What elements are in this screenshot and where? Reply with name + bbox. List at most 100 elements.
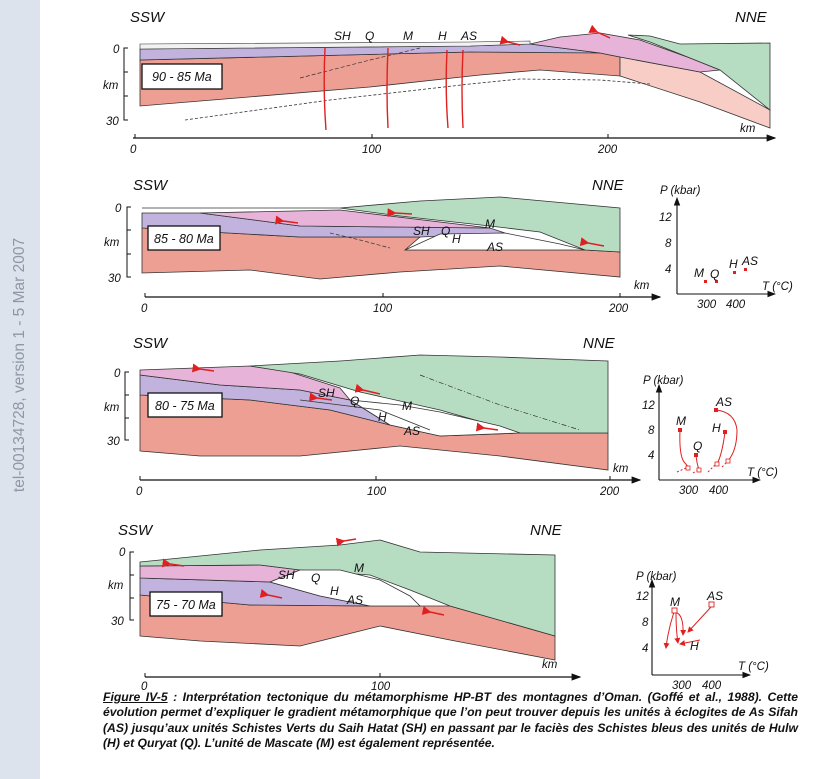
y-tick: 8 <box>642 617 649 629</box>
x-tick: 400 <box>709 485 729 497</box>
axis-unit: km <box>634 280 650 292</box>
y-tick: 8 <box>665 238 672 250</box>
depth-top: 0 <box>115 203 122 215</box>
x-tick: 300 <box>672 680 692 690</box>
unit-label: SH <box>413 224 430 238</box>
direction-ssw: SSW <box>118 522 154 539</box>
unit-label: M <box>676 414 686 428</box>
axis-tick: 100 <box>373 303 393 315</box>
depth-unit: km <box>104 402 120 414</box>
y-tick: 12 <box>636 591 649 603</box>
depth-bottom: 30 <box>111 616 124 628</box>
axis-unit: km <box>740 123 756 135</box>
axis-tick: 200 <box>597 144 618 156</box>
unit-label: H <box>690 639 699 653</box>
age-label: 85 - 80 Ma <box>154 232 214 246</box>
y-axis-label: P (kbar) <box>643 375 684 387</box>
unit-label: Q <box>311 571 320 585</box>
y-tick: 4 <box>648 450 654 462</box>
y-tick: 12 <box>659 212 672 224</box>
figure-caption: Figure IV-5 : Interprétation tectonique … <box>103 690 798 751</box>
unit-label: SH <box>278 568 295 582</box>
unit-label: M <box>354 561 364 575</box>
axis-tick: 200 <box>608 303 629 315</box>
axis-tick: 100 <box>367 486 387 498</box>
pt-plot-2: P (kbar) 12 8 4 300 400 T (°C) M Q H AS <box>642 375 778 497</box>
depth-unit: km <box>103 80 119 92</box>
unit-label: AS <box>486 240 503 254</box>
figure-label: Figure IV-5 <box>103 690 168 704</box>
y-tick: 12 <box>642 400 655 412</box>
axis-tick: 0 <box>130 144 137 156</box>
y-tick: 4 <box>665 264 671 276</box>
direction-nne: NNE <box>530 522 563 539</box>
unit-label: AS <box>460 29 477 43</box>
unit-label: M <box>694 266 704 280</box>
x-tick: 400 <box>726 299 746 311</box>
age-label: 90 - 85 Ma <box>152 70 212 84</box>
unit-label: SH <box>318 386 335 400</box>
x-axis-label: T (°C) <box>738 661 769 673</box>
age-label: 80 - 75 Ma <box>155 399 215 413</box>
direction-ssw: SSW <box>133 177 169 194</box>
depth-bottom: 30 <box>107 436 120 448</box>
axis-tick: 0 <box>141 303 148 315</box>
section-panel-3: SSW NNE SH Q M H AS 80 - 75 Ma 0 km 30 0… <box>104 335 642 498</box>
axis-tick: 100 <box>362 144 382 156</box>
unit-label: H <box>438 29 447 43</box>
axis-tick: 200 <box>599 486 620 498</box>
unit-label: AS <box>706 589 723 603</box>
unit-label: Q <box>710 267 719 281</box>
axis-unit: km <box>542 659 558 671</box>
depth-top: 0 <box>119 547 126 559</box>
axis-tick: 0 <box>141 681 148 690</box>
unit-label: Q <box>693 439 702 453</box>
fault-lines <box>323 47 464 131</box>
unit-label: H <box>452 232 461 246</box>
pt-plot-1: P (kbar) 12 8 4 300 400 T (°C) M Q H AS <box>659 185 793 311</box>
unit-label: H <box>378 410 387 424</box>
layer-green <box>627 34 771 111</box>
x-axis-label: T (°C) <box>747 467 778 479</box>
direction-ssw: SSW <box>133 335 169 352</box>
direction-ssw: SSW <box>130 9 166 26</box>
tectonic-figure: SSW NNE SH Q M H AS 90 - 85 Ma 0 km 30 0… <box>103 9 793 690</box>
axis-tick: 0 <box>136 486 143 498</box>
section-panel-2: SSW NNE SH Q M H AS 85 - 80 Ma 0 km 30 0… <box>104 177 662 315</box>
depth-bottom: 30 <box>108 273 121 285</box>
unit-label: AS <box>715 395 732 409</box>
y-axis-label: P (kbar) <box>636 571 677 583</box>
x-axis-label: T (°C) <box>762 281 793 293</box>
x-tick: 300 <box>697 299 717 311</box>
direction-nne: NNE <box>583 335 616 352</box>
x-tick: 400 <box>702 680 722 690</box>
unit-label: M <box>485 217 495 231</box>
unit-label: H <box>712 421 721 435</box>
unit-label: Q <box>350 394 359 408</box>
age-label: 75 - 70 Ma <box>156 598 216 612</box>
section-panel-4: SSW NNE SH Q M H AS 75 - 70 Ma 0 km 30 0… <box>108 522 582 690</box>
depth-top: 0 <box>113 44 120 56</box>
unit-label: M <box>403 29 413 43</box>
archive-sidebar: tel-00134728, version 1 - 5 Mar 2007 <box>0 0 40 779</box>
unit-label: Q <box>441 224 450 238</box>
direction-nne: NNE <box>592 177 625 194</box>
y-tick: 4 <box>642 643 648 655</box>
unit-label: H <box>330 584 339 598</box>
unit-label: M <box>670 595 680 609</box>
unit-label: Q <box>365 29 374 43</box>
y-tick: 8 <box>648 425 655 437</box>
unit-label: AS <box>741 254 758 268</box>
unit-label: H <box>729 257 738 271</box>
depth-bottom: 30 <box>106 116 119 128</box>
axis-unit: km <box>613 463 629 475</box>
unit-label: M <box>402 399 412 413</box>
unit-label: SH <box>334 29 351 43</box>
direction-nne: NNE <box>735 9 768 26</box>
axis-tick: 100 <box>371 681 391 690</box>
caption-text: : Interprétation tectonique du métamorph… <box>103 690 798 750</box>
depth-top: 0 <box>114 368 121 380</box>
y-axis-label: P (kbar) <box>660 185 701 197</box>
unit-label: AS <box>403 424 420 438</box>
unit-label: AS <box>346 593 363 607</box>
